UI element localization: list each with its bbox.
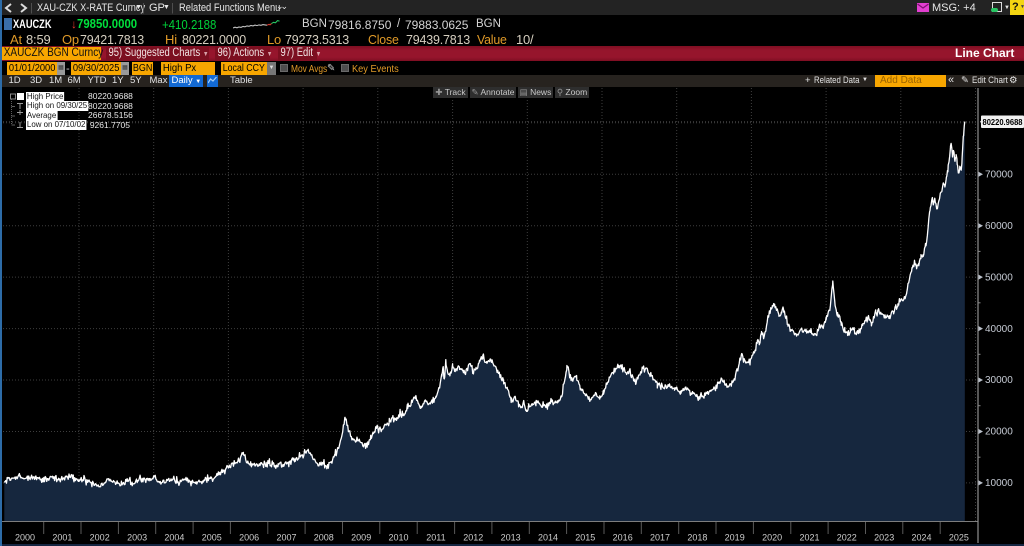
svg-text:2017: 2017 xyxy=(650,533,670,543)
svg-text:2024: 2024 xyxy=(911,533,931,543)
svg-text:2025: 2025 xyxy=(949,533,969,543)
svg-text:2018: 2018 xyxy=(687,533,707,543)
svg-text:2020: 2020 xyxy=(762,533,782,543)
svg-text:40000: 40000 xyxy=(985,324,1013,335)
svg-text:2019: 2019 xyxy=(725,533,745,543)
svg-text:2004: 2004 xyxy=(164,533,184,543)
svg-text:50000: 50000 xyxy=(985,272,1013,283)
svg-text:80220.9688: 80220.9688 xyxy=(983,117,1023,127)
svg-text:10000: 10000 xyxy=(985,478,1013,489)
svg-text:2009: 2009 xyxy=(351,533,371,543)
svg-text:70000: 70000 xyxy=(985,169,1013,180)
svg-text:2007: 2007 xyxy=(276,533,296,543)
svg-text:2002: 2002 xyxy=(90,533,110,543)
svg-text:2014: 2014 xyxy=(538,533,558,543)
svg-text:2022: 2022 xyxy=(837,533,857,543)
svg-text:2011: 2011 xyxy=(426,533,445,543)
svg-text:2010: 2010 xyxy=(388,533,408,543)
svg-text:2000: 2000 xyxy=(15,533,35,543)
svg-text:20000: 20000 xyxy=(985,427,1013,438)
svg-text:2016: 2016 xyxy=(613,533,633,543)
svg-text:2003: 2003 xyxy=(127,533,147,543)
svg-text:30000: 30000 xyxy=(985,375,1013,386)
svg-text:2012: 2012 xyxy=(463,533,483,543)
svg-text:2015: 2015 xyxy=(575,533,595,543)
svg-text:2023: 2023 xyxy=(874,533,894,543)
svg-text:2001: 2001 xyxy=(52,533,72,543)
svg-text:2008: 2008 xyxy=(314,533,334,543)
svg-text:2013: 2013 xyxy=(501,533,521,543)
svg-text:60000: 60000 xyxy=(985,221,1013,232)
svg-text:2006: 2006 xyxy=(239,533,259,543)
svg-text:2005: 2005 xyxy=(202,533,222,543)
svg-text:2021: 2021 xyxy=(799,533,819,543)
